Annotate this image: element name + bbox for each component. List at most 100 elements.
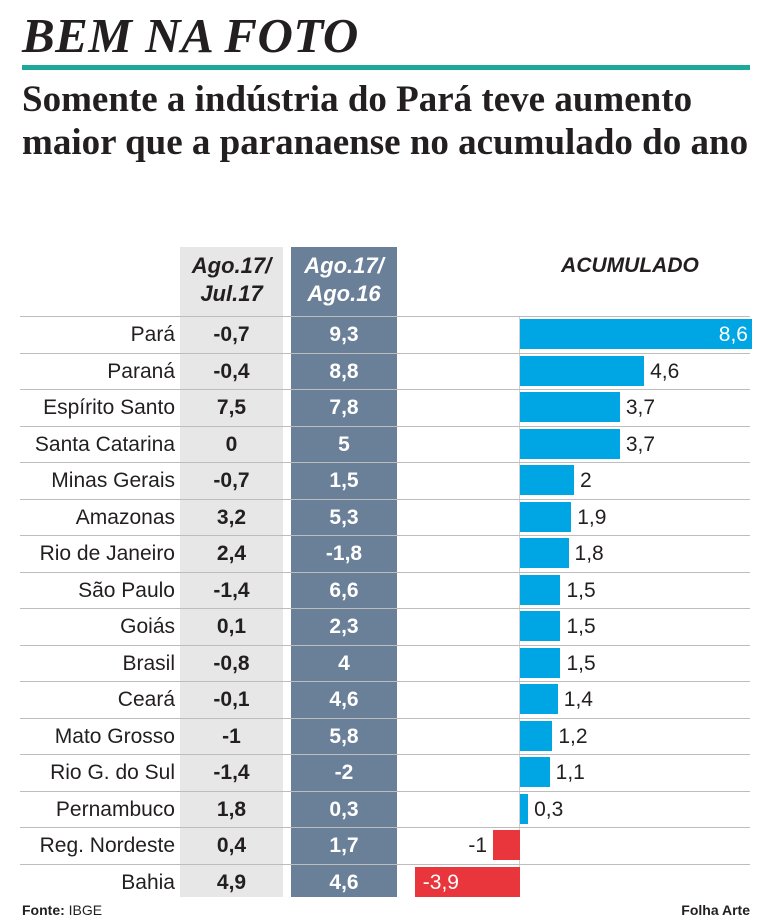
col-year-header-line2: Ago.16: [307, 281, 381, 306]
accumulated-bar-label: -1: [468, 834, 488, 857]
table-row: Amazonas 3,2 5,3 1,9: [0, 498, 770, 535]
value-month-over-month: 1,8: [216, 797, 247, 821]
value-year-over-year: 1,5: [329, 469, 359, 492]
accumulated-bar: [520, 465, 574, 495]
accumulated-bar: [520, 501, 572, 532]
accumulated-bar: [414, 866, 520, 897]
accumulated-bar-label: 1,8: [574, 542, 604, 565]
row-separator: [20, 827, 750, 828]
accumulated-header: ACUMULADO: [561, 254, 699, 277]
col-year-header: Ago.17/ Ago.16: [291, 252, 397, 308]
accumulated-bar: [520, 757, 550, 787]
value-year-over-year: 7,8: [329, 396, 359, 419]
accumulated-bar: [493, 830, 520, 860]
bar-baseline: [519, 316, 520, 896]
region-label: Goiás: [120, 615, 175, 638]
accumulated-bar: [520, 684, 558, 714]
source-note: Fonte: IBGE: [22, 902, 102, 918]
source-value: IBGE: [68, 902, 103, 918]
value-year-over-year: 5: [338, 432, 350, 456]
credit: Folha Arte: [681, 902, 750, 918]
row-separator: [20, 389, 750, 390]
table-row: Brasil -0,8 4 1,5: [0, 644, 770, 681]
value-year-over-year: 9,3: [329, 323, 359, 346]
region-label: Rio G. do Sul: [50, 761, 175, 784]
value-year-over-year: 4,6: [329, 870, 359, 894]
row-separator: [20, 754, 750, 755]
value-year-over-year: 6,6: [329, 578, 359, 602]
value-year-over-year: 0,3: [329, 797, 359, 821]
table-row: Pará -0,7 9,3 8,6: [0, 316, 770, 352]
value-year-over-year: 2,3: [329, 615, 359, 638]
value-year-over-year: 4: [338, 651, 350, 675]
col-year-header-line1: Ago.17/: [304, 253, 384, 278]
value-month-over-month: 2,4: [216, 542, 247, 565]
region-label: Bahia: [121, 870, 175, 894]
accumulated-bar-label: 2: [579, 469, 592, 492]
value-month-over-month: -0,7: [213, 469, 250, 492]
accumulated-bar-label: 3,7: [625, 432, 656, 456]
value-month-over-month: 3,2: [216, 505, 247, 529]
value-year-over-year: 1,7: [329, 834, 359, 857]
value-month-over-month: 0,1: [216, 615, 247, 638]
accumulated-bar: [520, 574, 561, 605]
region-label: Rio de Janeiro: [39, 542, 175, 565]
value-month-over-month: 7,5: [216, 396, 247, 419]
row-separator: [20, 462, 750, 463]
region-label: Pernambuco: [55, 797, 175, 821]
row-separator: [20, 425, 750, 427]
accumulated-bar-label: 3,7: [625, 396, 656, 419]
source-label: Fonte:: [22, 902, 65, 918]
table-row: Reg. Nordeste 0,4 1,7 -1: [0, 827, 770, 863]
value-year-over-year: 4,6: [329, 688, 359, 711]
region-label: Santa Catarina: [34, 432, 175, 456]
table-row: Pernambuco 1,8 0,3 0,3: [0, 790, 770, 827]
kicker-title: BEM NA FOTO: [22, 8, 359, 63]
region-label: Reg. Nordeste: [39, 834, 175, 857]
table-row: Minas Gerais -0,7 1,5 2: [0, 462, 770, 498]
row-separator: [20, 535, 750, 536]
value-month-over-month: -0,1: [213, 688, 250, 711]
accumulated-bar-label: -3,9: [422, 870, 459, 894]
value-year-over-year: -1,8: [325, 542, 363, 565]
value-month-over-month: -0,8: [213, 651, 250, 675]
table-row: São Paulo -1,4 6,6 1,5: [0, 571, 770, 608]
accumulated-bar-label: 1,4: [563, 688, 593, 711]
col-month-header: Ago.17/ Jul.17: [180, 252, 283, 308]
value-year-over-year: 5,8: [329, 724, 359, 748]
value-month-over-month: -1,4: [213, 761, 250, 784]
headline: Somente a indústria do Pará teve aumento…: [22, 79, 749, 163]
value-month-over-month: 0,4: [216, 834, 247, 857]
accumulated-bar: [520, 793, 529, 824]
accumulated-bar: [520, 319, 752, 349]
accumulated-bar: [520, 355, 645, 386]
row-separator: [20, 608, 750, 609]
table-row: Rio de Janeiro 2,4 -1,8 1,8: [0, 535, 770, 571]
accumulated-bar-label: 1,2: [558, 724, 588, 748]
accumulated-bar-label: 0,3: [534, 797, 564, 821]
region-label: Espírito Santo: [43, 396, 175, 419]
value-year-over-year: 8,8: [329, 359, 359, 383]
col-month-header-line2: Jul.17: [200, 281, 263, 306]
table-row: Mato Grosso -1 5,8 1,2: [0, 717, 770, 754]
accumulated-bar-label: 1,1: [555, 761, 585, 784]
accumulated-bar: [520, 647, 561, 678]
region-label: Amazonas: [75, 505, 175, 529]
row-separator: [20, 790, 750, 792]
accumulated-bar: [520, 538, 569, 568]
value-month-over-month: -0,4: [213, 359, 250, 383]
accumulated-bar-label: 4,6: [650, 359, 680, 383]
accumulated-bar-label: 1,5: [566, 578, 596, 602]
region-label: Minas Gerais: [51, 469, 175, 492]
table-row: Goiás 0,1 2,3 1,5: [0, 608, 770, 644]
row-separator: [20, 498, 750, 500]
row-separator: [20, 571, 750, 573]
accumulated-bar-label: 1,5: [566, 651, 596, 675]
value-month-over-month: -1,4: [213, 578, 250, 602]
table-row: Santa Catarina 0 5 3,7: [0, 425, 770, 462]
row-separator: [20, 717, 750, 719]
region-label: Pará: [130, 323, 175, 346]
accumulated-bar: [520, 428, 620, 459]
region-label: Paraná: [107, 359, 175, 383]
row-separator: [20, 644, 750, 646]
